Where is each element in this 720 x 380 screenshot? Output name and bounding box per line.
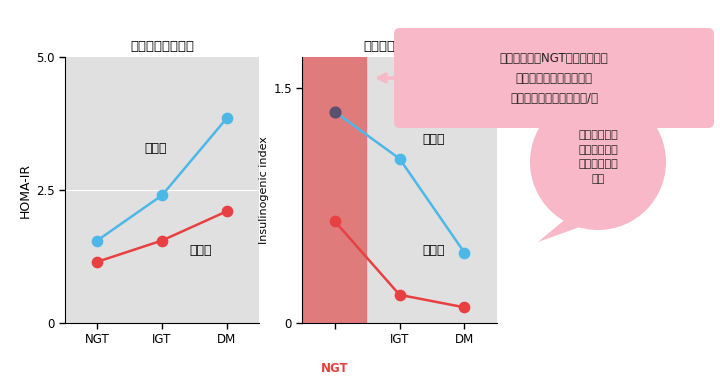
- Point: [91, 259, 103, 265]
- Text: 日本人: 日本人: [189, 244, 212, 256]
- Y-axis label: Insulinogenic index: Insulinogenic index: [259, 136, 269, 244]
- Text: 日本人: 日本人: [422, 244, 445, 257]
- Text: 欧米人: 欧米人: [422, 133, 445, 146]
- Polygon shape: [538, 217, 588, 242]
- Title: インスリン抵抗性: インスリン抵抗性: [130, 40, 194, 53]
- Polygon shape: [527, 68, 696, 96]
- FancyBboxPatch shape: [394, 28, 714, 128]
- Text: NGT: NGT: [321, 362, 348, 375]
- Point: [459, 250, 470, 256]
- Point: [221, 208, 233, 214]
- Point: [459, 304, 470, 310]
- Point: [156, 238, 168, 244]
- Text: 欧米人: 欧米人: [144, 142, 167, 155]
- Point: [329, 109, 341, 115]
- Circle shape: [530, 94, 666, 230]
- Point: [394, 292, 405, 298]
- Point: [91, 238, 103, 244]
- Bar: [302, 57, 366, 323]
- Text: 正常耐糖能（NGT）の段階で、
日本人は欧米人に比べて
インスリン初期分泌が１/２: 正常耐糖能（NGT）の段階で、 日本人は欧米人に比べて インスリン初期分泌が１/…: [500, 52, 608, 105]
- Text: 日本人は遺伝
的に、インス
リン分泌能が
低い: 日本人は遺伝 的に、インス リン分泌能が 低い: [578, 130, 618, 184]
- FancyArrowPatch shape: [379, 74, 397, 82]
- Point: [329, 218, 341, 224]
- Title: インスリン初期分泌: インスリン初期分泌: [364, 40, 436, 53]
- Point: [156, 192, 168, 198]
- Point: [394, 156, 405, 162]
- Point: [221, 115, 233, 121]
- Y-axis label: HOMA-IR: HOMA-IR: [19, 162, 32, 218]
